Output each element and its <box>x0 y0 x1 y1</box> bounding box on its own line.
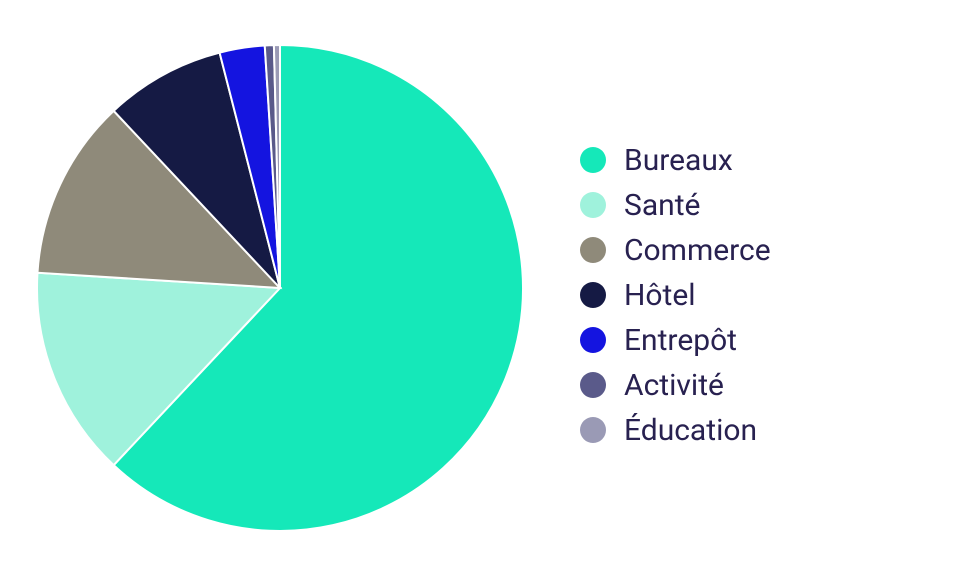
pie-chart-container: Bureaux Santé Commerce Hôtel Entrepôt Activit… <box>0 0 977 576</box>
legend-swatch-commerce <box>580 237 606 263</box>
legend-item-sante: Santé <box>580 186 771 225</box>
legend-swatch-sante <box>580 192 606 218</box>
pie-area <box>0 0 560 576</box>
legend-item-activite: Activité <box>580 366 771 405</box>
pie-chart-svg <box>27 35 533 541</box>
legend-label-sante: Santé <box>624 186 700 225</box>
legend-label-commerce: Commerce <box>624 231 771 270</box>
legend-swatch-bureaux <box>580 147 606 173</box>
legend-label-bureaux: Bureaux <box>624 141 733 180</box>
legend-item-entrepot: Entrepôt <box>580 321 771 360</box>
legend-swatch-education <box>580 417 606 443</box>
legend-label-education: Éducation <box>624 411 757 450</box>
legend-label-hotel: Hôtel <box>624 276 696 315</box>
legend-label-activite: Activité <box>624 366 724 405</box>
legend-item-hotel: Hôtel <box>580 276 771 315</box>
legend-item-bureaux: Bureaux <box>580 141 771 180</box>
legend-item-commerce: Commerce <box>580 231 771 270</box>
legend-label-entrepot: Entrepôt <box>624 321 737 360</box>
legend: Bureaux Santé Commerce Hôtel Entrepôt Activit… <box>560 121 771 456</box>
legend-swatch-entrepot <box>580 327 606 353</box>
legend-item-education: Éducation <box>580 411 771 450</box>
legend-swatch-activite <box>580 372 606 398</box>
legend-swatch-hotel <box>580 282 606 308</box>
